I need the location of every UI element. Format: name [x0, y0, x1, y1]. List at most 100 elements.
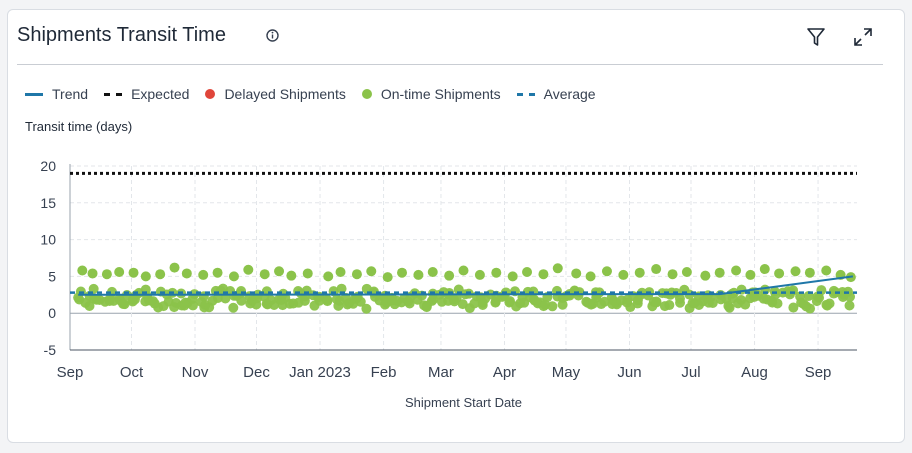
x-tick-label: Dec — [243, 364, 270, 381]
shipments-card — [7, 9, 905, 443]
x-tick-label: Feb — [371, 364, 397, 381]
ontime-point — [228, 271, 239, 282]
ontime-point — [155, 269, 166, 280]
expected-swatch — [104, 92, 123, 96]
ontime-point — [302, 268, 313, 279]
ontime-point — [259, 269, 270, 280]
ontime-point — [84, 300, 95, 311]
x-tick-label: Apr — [493, 364, 516, 381]
ontime-point — [552, 263, 563, 274]
ontime-point — [336, 283, 347, 294]
ontime-point — [228, 302, 239, 313]
ontime-point — [674, 293, 685, 304]
ontime-point — [366, 266, 377, 277]
ontime-point — [805, 303, 816, 314]
ontime-point — [759, 264, 770, 275]
ontime-point — [140, 271, 151, 282]
legend-item-ontime[interactable]: On-time Shipments — [361, 86, 501, 102]
ontime-point — [599, 296, 610, 307]
ontime-point — [335, 266, 346, 277]
legend-item-delayed[interactable]: Delayed Shipments — [205, 86, 346, 102]
expand-icon[interactable] — [853, 27, 873, 47]
ontime-point — [101, 269, 112, 280]
ontime-point — [618, 269, 629, 280]
ontime-point — [87, 268, 98, 279]
ontime-point — [547, 301, 558, 312]
y-tick-label: 5 — [48, 268, 56, 284]
ontime-point — [788, 302, 799, 313]
ontime-point — [77, 265, 88, 276]
y-tick-label: 0 — [48, 305, 56, 321]
x-tick-label: Mar — [428, 364, 454, 381]
trend-swatch — [25, 92, 43, 96]
legend-label: Delayed Shipments — [224, 86, 346, 102]
ontime-point — [804, 267, 815, 278]
ontime-point — [323, 271, 334, 282]
card-title: Shipments Transit Time — [17, 24, 226, 46]
ontime-swatch — [361, 89, 372, 99]
ontime-point — [198, 269, 209, 280]
ontime-point — [790, 266, 801, 277]
legend-item-expected[interactable]: Expected — [104, 86, 189, 102]
legend-item-trend[interactable]: Trend — [25, 86, 88, 102]
ontime-point — [286, 270, 297, 281]
ontime-point — [274, 266, 285, 277]
ontime-point — [469, 298, 480, 309]
ontime-point — [236, 295, 247, 306]
header-divider — [17, 64, 883, 65]
legend-label: Expected — [131, 86, 190, 102]
ontime-point — [114, 266, 125, 277]
ontime-point — [700, 270, 711, 281]
x-tick-label: Aug — [741, 364, 768, 381]
ontime-point — [651, 264, 662, 275]
ontime-point — [458, 265, 469, 276]
filter-icon[interactable] — [806, 27, 826, 47]
ontime-point — [444, 270, 455, 281]
ontime-point — [507, 271, 518, 282]
x-tick-label: Nov — [182, 364, 209, 381]
y-tick-label: 20 — [40, 158, 56, 174]
ontime-point — [664, 300, 675, 311]
ontime-point — [220, 293, 231, 304]
legend-item-average[interactable]: Average — [516, 86, 596, 102]
ontime-point — [119, 299, 130, 310]
ontime-point — [585, 271, 596, 282]
ontime-point — [181, 268, 192, 279]
ontime-point — [651, 297, 662, 308]
y-tick-label: -5 — [44, 342, 57, 358]
legend-label: Trend — [52, 86, 89, 102]
ontime-point — [322, 296, 333, 307]
delayed-swatch — [205, 89, 216, 99]
x-tick-label: Sep — [805, 364, 832, 381]
ontime-point — [212, 267, 223, 278]
ontime-point — [822, 300, 833, 311]
x-tick-label: Jul — [681, 364, 700, 381]
x-tick-label: Oct — [120, 364, 144, 381]
ontime-point — [731, 265, 742, 276]
x-tick-label: Sep — [57, 364, 84, 381]
ontime-point — [774, 268, 785, 279]
chart-legend: Trend Expected Delayed Shipments On-time… — [25, 86, 612, 102]
ontime-point — [299, 295, 310, 306]
ontime-point — [351, 269, 362, 280]
ontime-point — [745, 269, 756, 280]
ontime-point — [714, 267, 725, 278]
trend-line — [78, 275, 854, 296]
ontime-point — [845, 291, 856, 302]
ontime-point — [821, 265, 832, 276]
ontime-point — [169, 302, 180, 313]
ontime-point — [571, 268, 582, 279]
y-tick-label: 10 — [40, 232, 56, 248]
ontime-point — [601, 266, 612, 277]
ontime-point — [474, 269, 485, 280]
ontime-point — [355, 296, 366, 307]
ontime-point — [251, 299, 262, 310]
ontime-point — [128, 267, 139, 278]
ontime-point — [169, 262, 180, 273]
y-axis-title: Transit time (days) — [25, 119, 133, 134]
legend-label: Average — [543, 86, 596, 102]
ontime-point — [522, 266, 533, 277]
x-tick-label: Jun — [617, 364, 641, 381]
info-icon[interactable] — [266, 29, 279, 42]
